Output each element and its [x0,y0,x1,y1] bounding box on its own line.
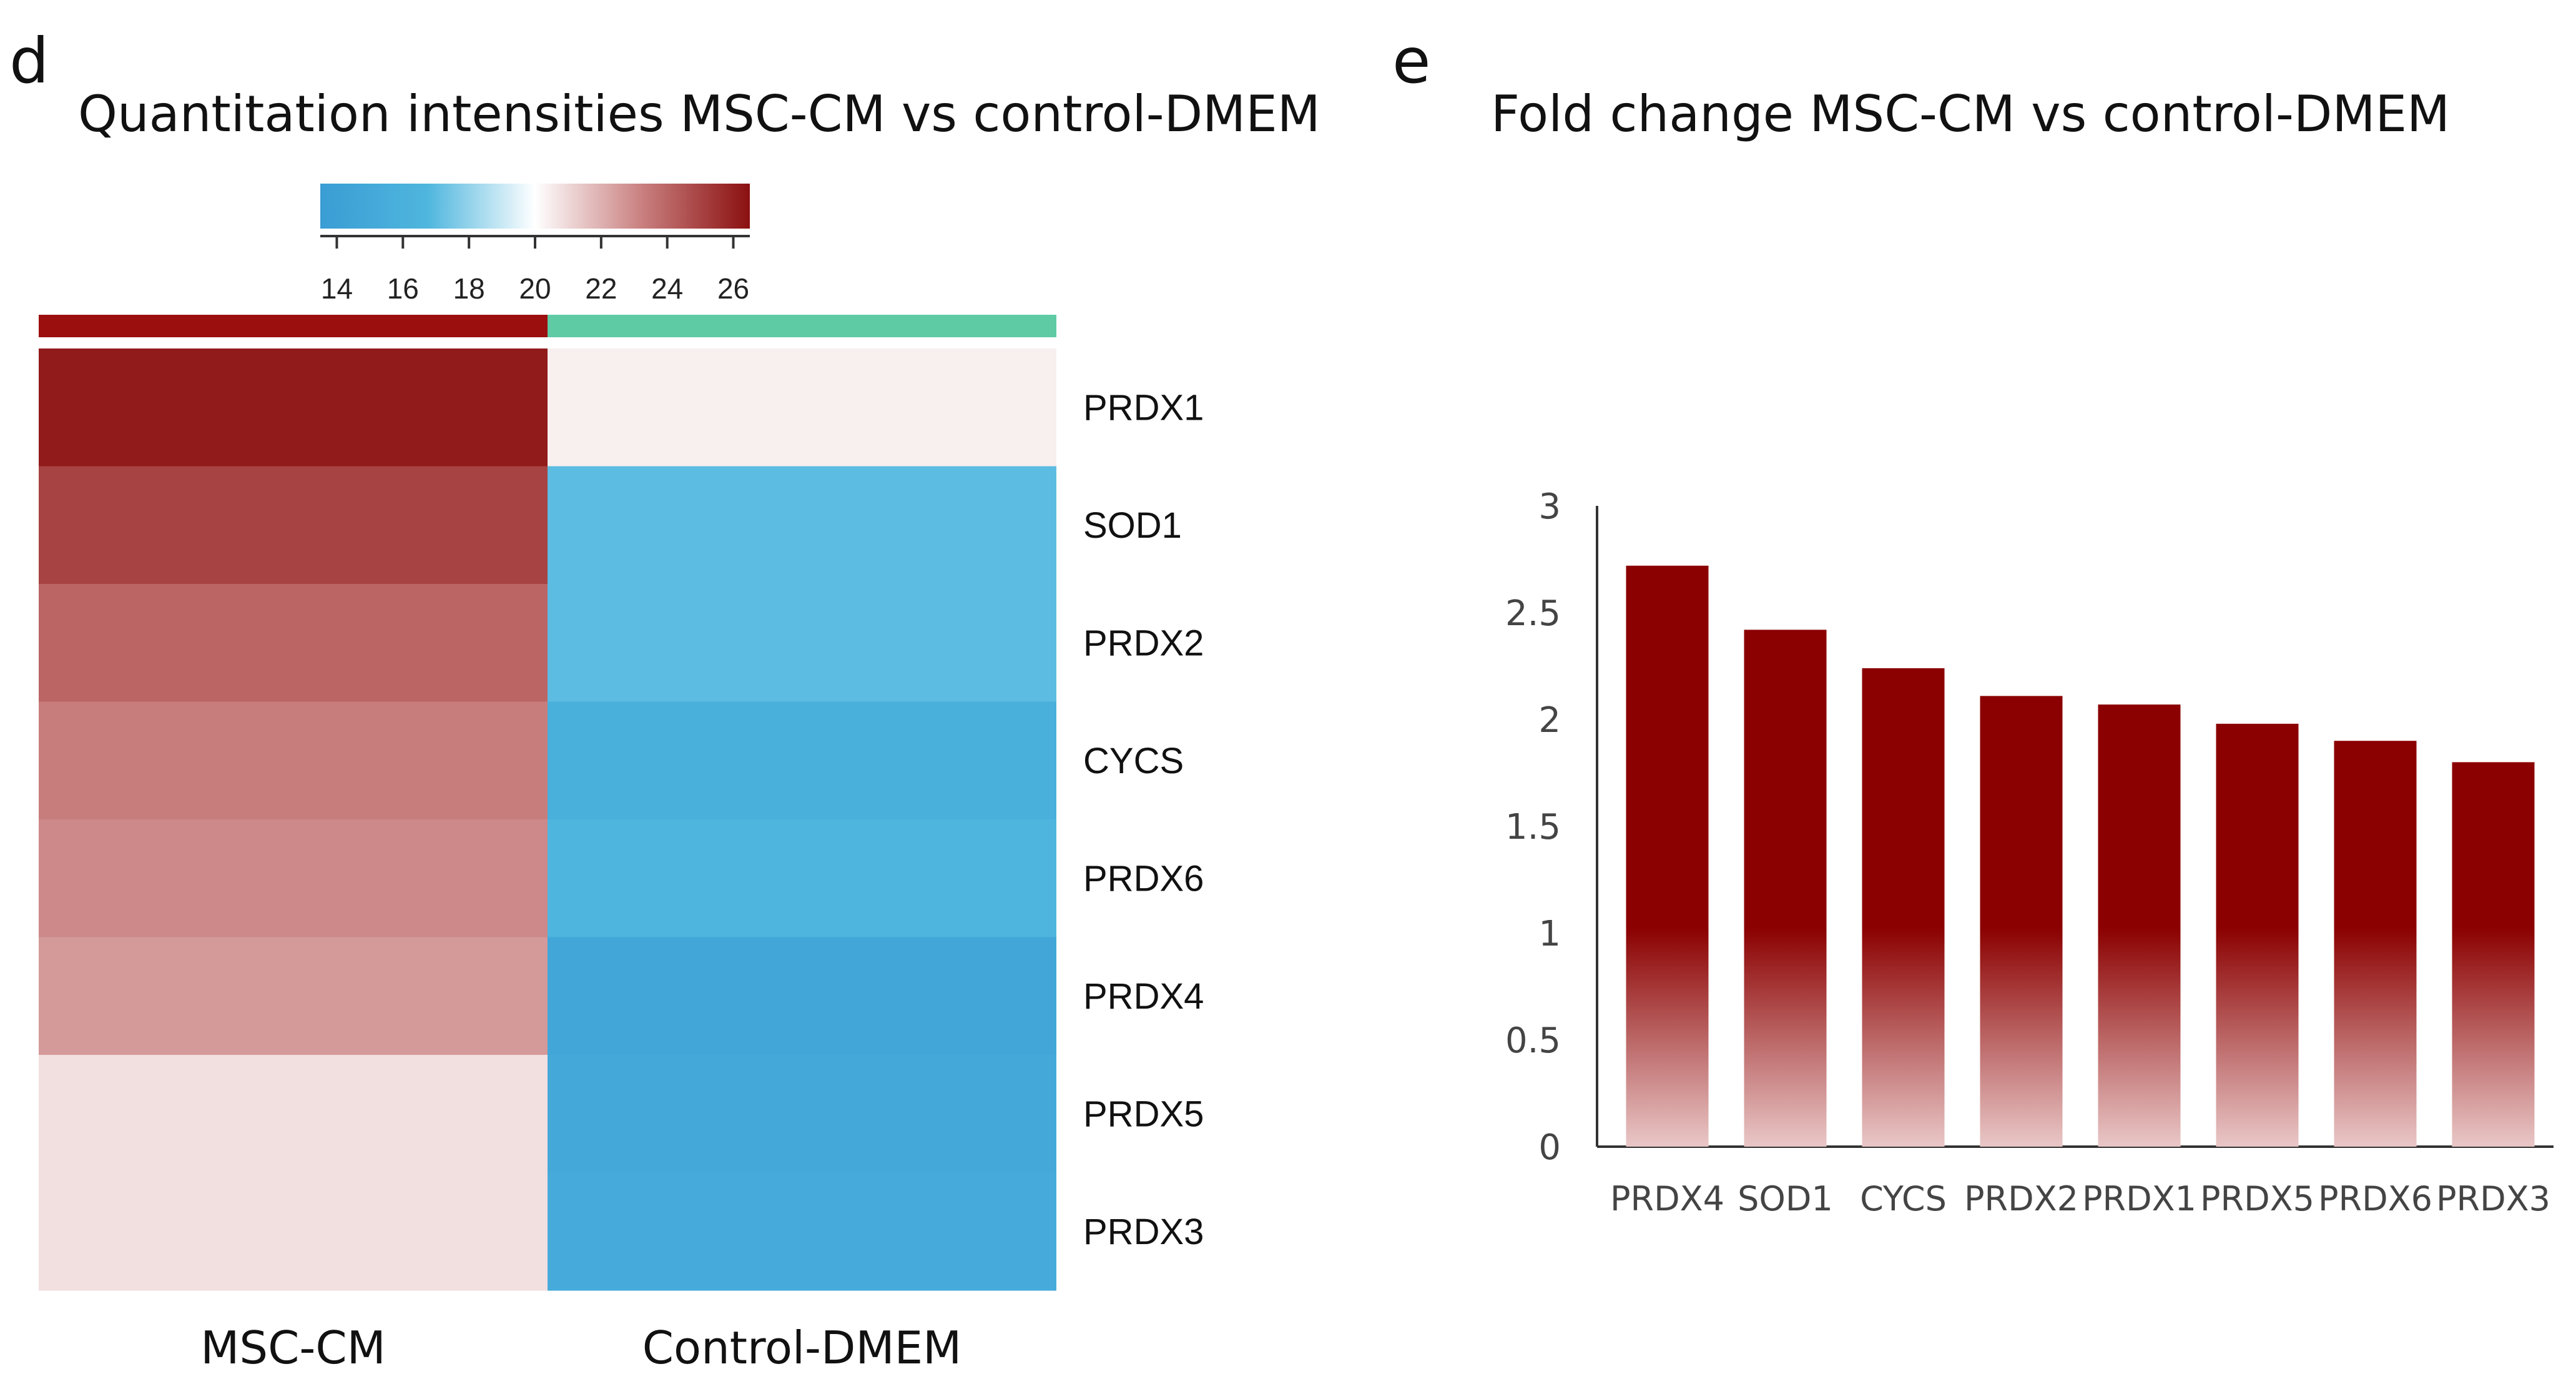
heatmap-row-label: PRDX1 [1083,387,1204,428]
heatmap-cell [548,466,1056,585]
bar-x-tick-label: PRDX1 [2082,1179,2196,1218]
heatmap-cell [39,819,548,938]
colorbar-tick-label: 24 [651,272,683,305]
colorbar-tick-label: 26 [717,272,749,305]
bar-chart-title: Fold change MSC-CM vs control-DMEM [1491,85,2450,143]
heatmap-cell [548,584,1056,703]
heatmap-cell [548,1055,1056,1174]
bar [1862,668,1945,1147]
column-annotation-bars [39,315,1056,337]
bar-y-tick-label: 0 [1538,1127,1561,1168]
bar-chart-y-tick-labels: 0 0.5 1 1.5 2 2.5 3 [1505,487,1561,1168]
bar-x-tick-label: PRDX3 [2436,1179,2550,1218]
bar-x-tick-label: PRDX2 [1964,1179,2078,1218]
bar-y-tick-label: 1 [1538,914,1561,954]
colorbar: 14 16 18 20 22 24 26 [320,184,750,305]
heatmap-row-label: CYCS [1083,741,1184,781]
colorbar-tick-label: 18 [453,272,485,305]
bar [2098,704,2181,1147]
heatmap-cell [39,1172,548,1291]
colorbar-tick-label: 20 [519,272,551,305]
bar-y-tick-label: 0.5 [1505,1021,1561,1061]
bar-x-tick-label: SOD1 [1738,1179,1833,1218]
heatmap-column-label: MSC-CM [200,1322,385,1374]
heatmap-column-label: Control-DMEM [642,1322,961,1374]
heatmap-cell [548,819,1056,938]
heatmap-cells [39,348,1056,1291]
heatmap-cell [39,348,548,467]
heatmap-cell [548,701,1056,820]
bar-y-tick-label: 2.5 [1505,593,1561,634]
bar-chart-bars [1626,565,2535,1147]
heatmap-cell [548,1172,1056,1291]
panel-e-label: e [1392,24,1431,97]
heatmap-row-label: PRDX2 [1083,623,1204,663]
heatmap-row-label: PRDX5 [1083,1094,1204,1134]
heatmap-column-labels: MSC-CM Control-DMEM [200,1322,961,1374]
bar [2334,741,2417,1147]
colorbar-gradient [320,184,750,229]
bar-x-tick-label: PRDX4 [1610,1179,1724,1218]
bar-x-tick-label: PRDX6 [2318,1179,2432,1218]
heatmap-title: Quantitation intensities MSC-CM vs contr… [78,85,1320,143]
heatmap-cell [548,348,1056,467]
heatmap-row-labels: PRDX1 SOD1 PRDX2 CYCS PRDX6 PRDX4 PRDX5 PRDX3 [1083,387,1204,1252]
bar-chart-x-tick-labels: PRDX4 SOD1 CYCS PRDX2 PRDX1 PRDX5 PRDX6 PRDX3 [1610,1179,2550,1218]
bar-y-tick-label: 3 [1538,487,1561,527]
bar-y-tick-label: 2 [1538,700,1561,741]
bar [1744,630,1827,1147]
colorbar-tick-label: 22 [585,272,617,305]
bar-x-tick-label: CYCS [1860,1179,1947,1218]
panel-d-label: d [9,24,49,97]
bar [2216,723,2299,1147]
colorbar-tick-label: 14 [321,272,353,305]
heatmap-cell [39,701,548,820]
heatmap-cell [39,584,548,703]
heatmap-cell [39,937,548,1055]
bar [1980,696,2063,1147]
colorbar-tick-label: 16 [387,272,419,305]
heatmap-cell [39,466,548,585]
heatmap-row-label: SOD1 [1083,505,1182,546]
heatmap-cell [39,1055,548,1174]
colorbar-ticks: 14 16 18 20 22 24 26 [321,236,749,305]
heatmap-row-label: PRDX4 [1083,976,1204,1017]
heatmap-row-label: PRDX3 [1083,1212,1204,1252]
heatmap-row-label: PRDX6 [1083,858,1204,899]
bar [1626,565,1709,1147]
column-annotation-bar [39,315,548,337]
bar-y-tick-label: 1.5 [1505,807,1561,848]
bar [2452,762,2535,1147]
column-annotation-bar [548,315,1056,337]
bar-x-tick-label: PRDX5 [2200,1179,2314,1218]
heatmap-cell [548,937,1056,1055]
